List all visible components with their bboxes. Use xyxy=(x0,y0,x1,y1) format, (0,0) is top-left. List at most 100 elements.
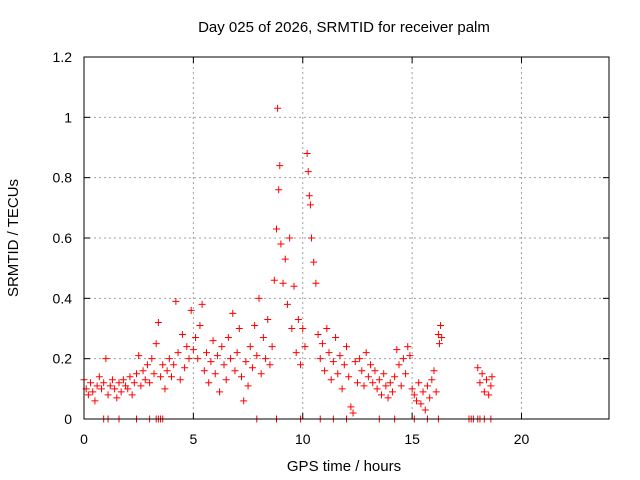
data-point xyxy=(277,240,285,248)
data-point xyxy=(181,364,189,372)
data-point xyxy=(146,379,154,387)
data-point xyxy=(220,361,228,369)
data-point xyxy=(347,403,355,411)
data-point xyxy=(388,388,396,396)
data-point xyxy=(312,279,320,287)
data-point xyxy=(117,388,125,396)
data-point xyxy=(360,382,368,390)
data-point xyxy=(415,379,423,387)
data-point xyxy=(141,376,149,384)
data-point xyxy=(301,343,309,351)
data-point xyxy=(474,364,482,372)
data-point xyxy=(297,361,305,369)
data-point xyxy=(205,379,213,387)
data-point xyxy=(434,331,442,339)
data-point xyxy=(135,352,143,360)
data-point xyxy=(238,373,245,381)
data-point xyxy=(478,370,486,378)
data-point xyxy=(273,225,280,233)
data-point xyxy=(306,201,314,209)
data-point xyxy=(198,300,206,308)
data-point xyxy=(174,349,182,357)
data-point xyxy=(430,367,438,375)
data-point xyxy=(185,355,193,363)
data-point xyxy=(351,358,359,366)
data-point xyxy=(111,385,119,393)
data-point xyxy=(106,382,114,390)
data-point xyxy=(93,382,101,390)
data-point xyxy=(231,367,239,375)
data-point xyxy=(257,370,265,378)
data-point xyxy=(196,321,204,329)
data-point xyxy=(378,391,385,399)
data-point xyxy=(345,373,353,381)
data-point xyxy=(391,373,399,381)
y-tick-label: 0.6 xyxy=(53,230,73,246)
data-point xyxy=(393,346,401,354)
data-point xyxy=(292,349,300,357)
data-point xyxy=(224,334,232,342)
data-point xyxy=(170,361,178,369)
data-point xyxy=(371,367,379,375)
data-point xyxy=(438,334,446,342)
data-point xyxy=(172,297,180,305)
data-point xyxy=(435,340,443,348)
data-point xyxy=(299,325,307,332)
grid xyxy=(84,57,609,419)
x-tick-label: 15 xyxy=(404,431,420,447)
data-point xyxy=(139,367,147,375)
data-point xyxy=(130,379,138,387)
data-point xyxy=(119,376,127,384)
data-point xyxy=(290,282,298,290)
data-point xyxy=(133,370,140,378)
data-point xyxy=(187,306,195,314)
data-point xyxy=(356,355,364,363)
y-tick-label: 1.2 xyxy=(53,49,73,65)
data-point xyxy=(102,355,110,363)
data-point xyxy=(154,318,162,326)
data-point xyxy=(399,355,407,363)
data-point xyxy=(332,334,340,342)
data-point xyxy=(176,376,184,384)
axis-ticks xyxy=(83,56,609,420)
data-point xyxy=(279,279,287,287)
data-point xyxy=(275,186,283,194)
data-point xyxy=(321,367,329,375)
data-point xyxy=(375,376,383,384)
data-point xyxy=(476,379,484,387)
data-point xyxy=(207,358,215,366)
data-point xyxy=(104,391,112,399)
data-point xyxy=(218,343,226,351)
data-point xyxy=(157,373,165,381)
data-point xyxy=(200,367,208,375)
data-point xyxy=(423,382,431,390)
data-point xyxy=(358,367,366,375)
y-tick-label: 0.2 xyxy=(53,351,73,367)
data-point xyxy=(251,321,259,329)
data-point xyxy=(113,394,121,402)
data-point xyxy=(294,315,302,323)
data-point xyxy=(178,331,186,339)
data-point xyxy=(100,379,108,387)
x-axis-label: GPS time / hours xyxy=(287,458,401,475)
data-point xyxy=(150,370,158,378)
data-point xyxy=(308,234,315,242)
data-point xyxy=(159,361,167,369)
data-point xyxy=(274,104,282,112)
data-point xyxy=(364,373,372,381)
data-point xyxy=(404,343,412,351)
data-point xyxy=(115,379,123,387)
data-point xyxy=(421,406,429,414)
data-point xyxy=(213,352,221,360)
data-point xyxy=(369,379,377,387)
y-axis-label: SRMTID / TECUs xyxy=(5,179,22,297)
data-point xyxy=(410,391,418,399)
data-point xyxy=(143,361,151,369)
data-point xyxy=(310,258,318,266)
data-point xyxy=(152,340,160,348)
data-point xyxy=(268,343,276,351)
y-tick-label: 0.8 xyxy=(53,170,73,186)
data-point xyxy=(397,382,405,390)
data-point xyxy=(161,385,169,393)
